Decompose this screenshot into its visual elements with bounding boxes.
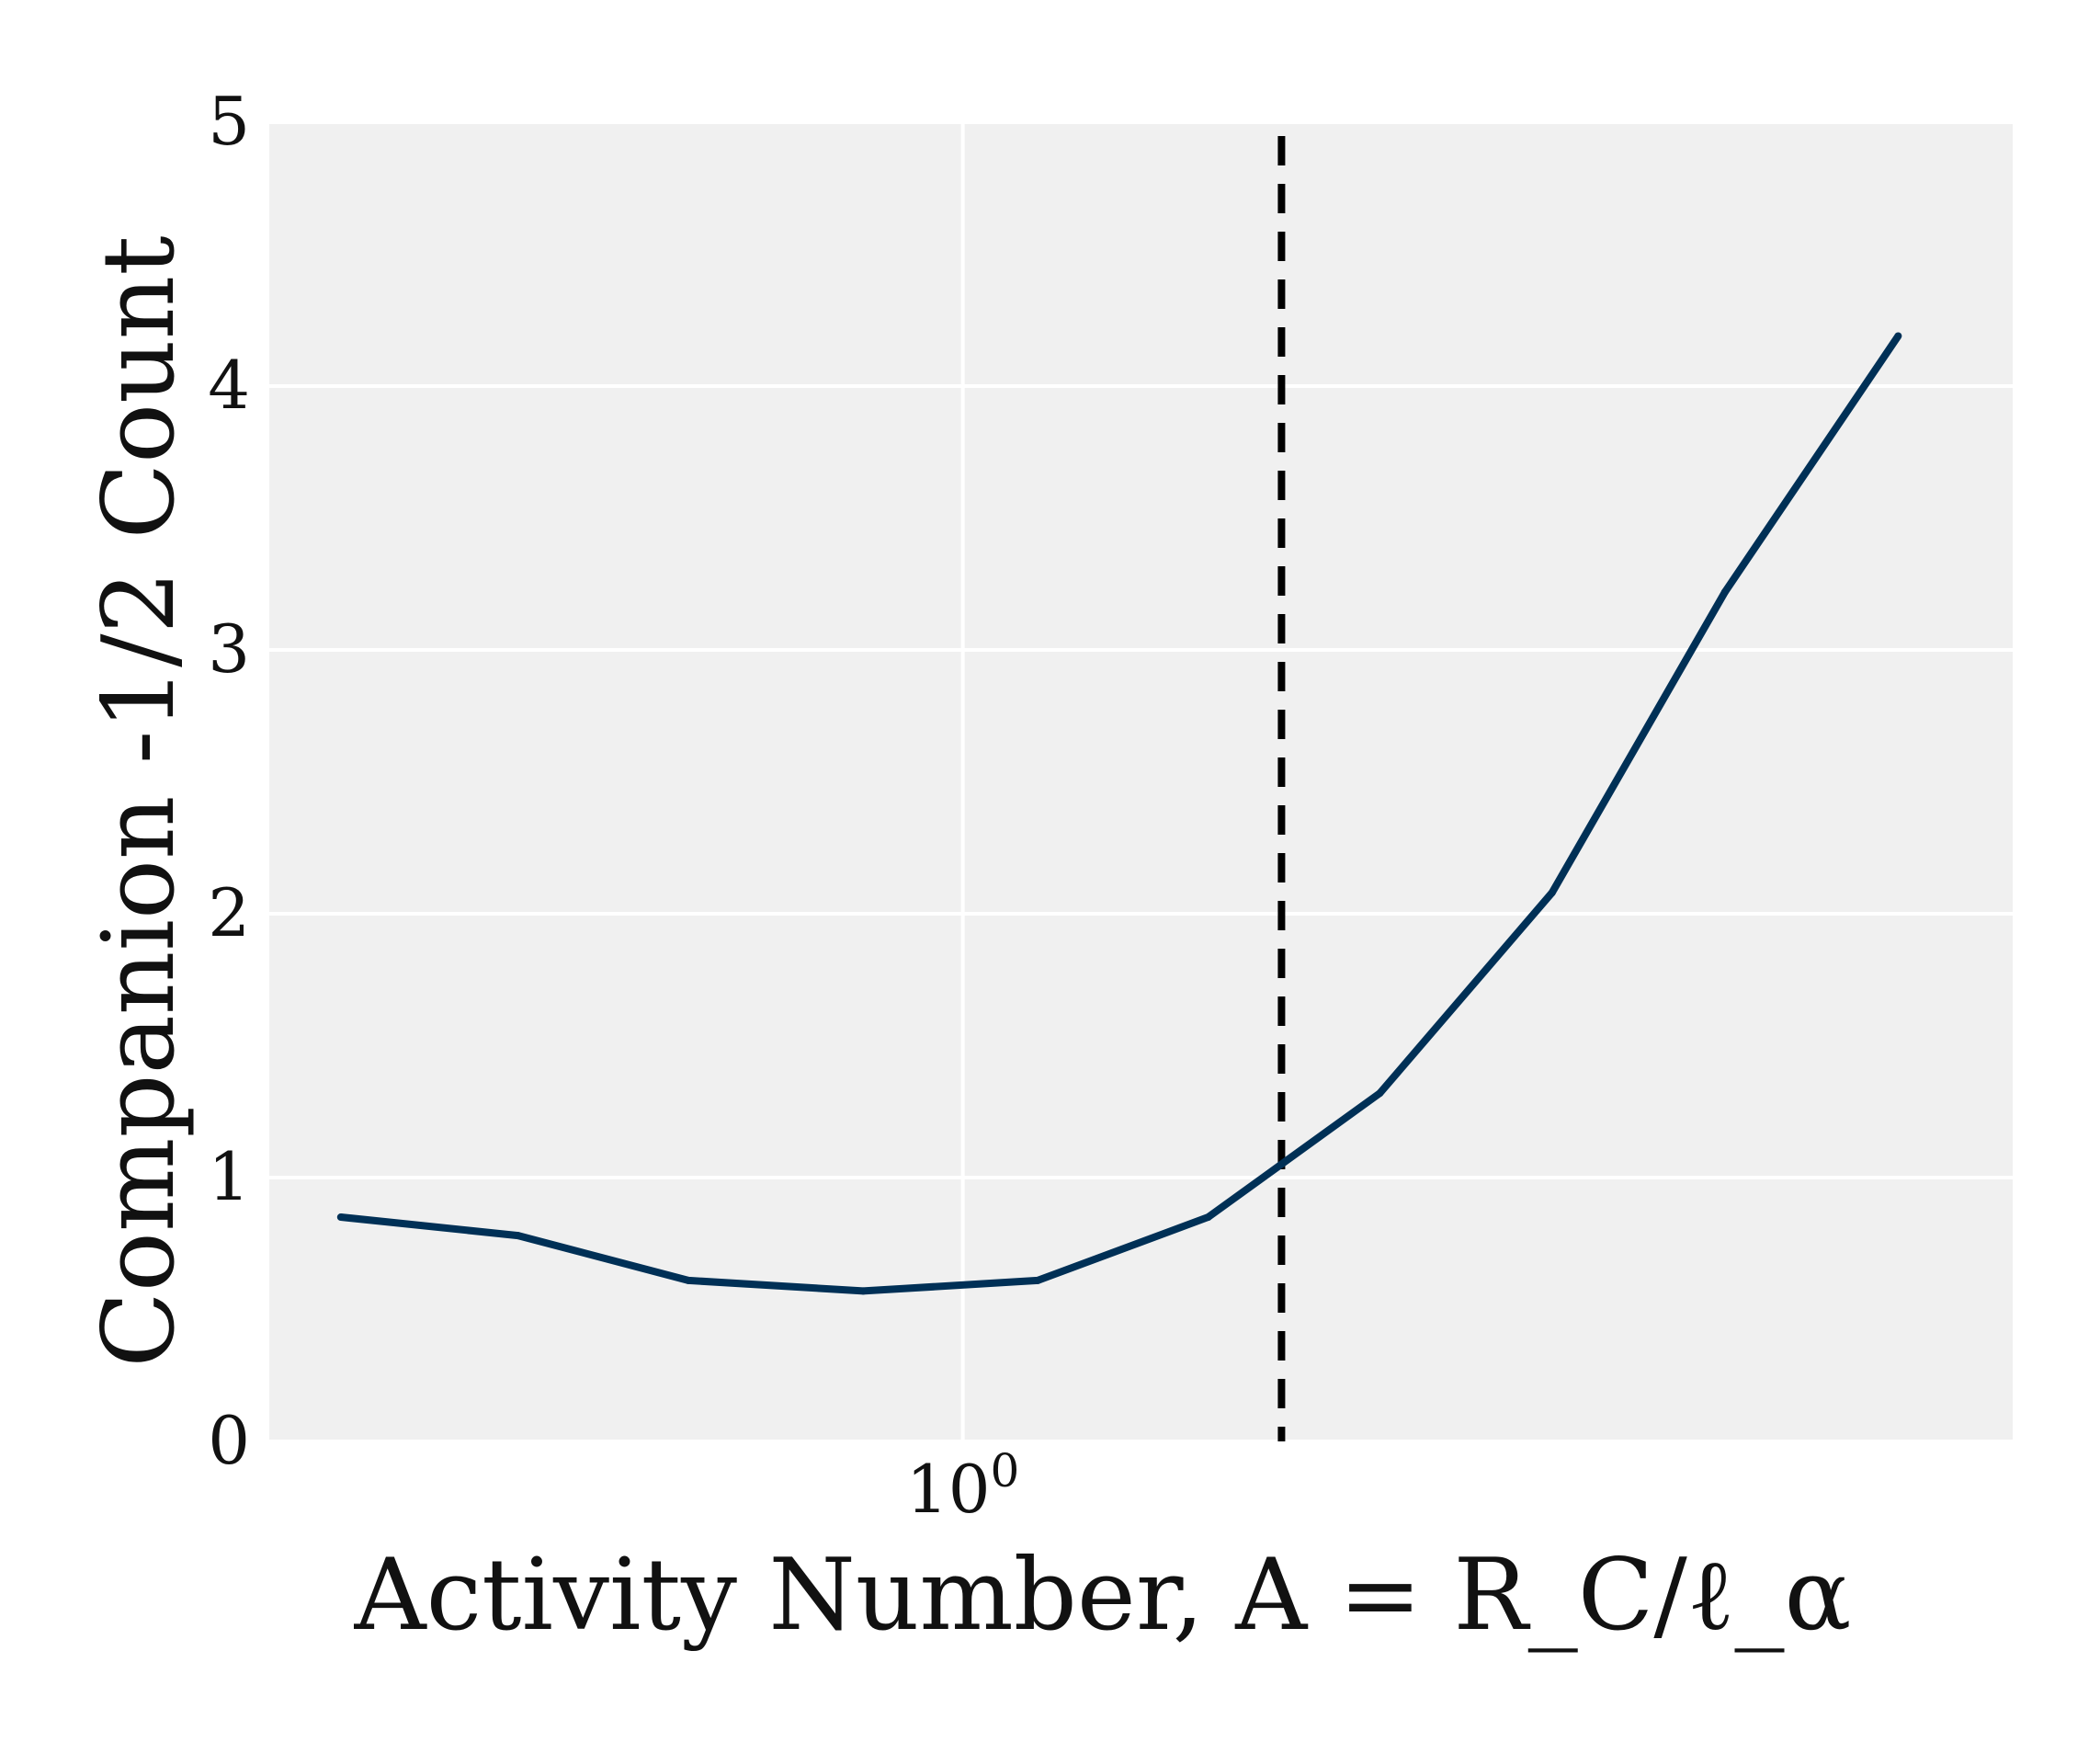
gridlines: [269, 120, 2013, 1443]
data-point: [1720, 587, 1729, 596]
y-tick-label: 1: [208, 1138, 250, 1215]
y-tick-label: 5: [208, 83, 250, 160]
plot-area: [269, 122, 2013, 1441]
data-point: [1548, 889, 1556, 897]
y-tick-labels: 0 1 2 3 4 5: [208, 83, 250, 1479]
data-point: [859, 1287, 868, 1295]
x-tick-labels: 100: [906, 1444, 1019, 1528]
series-lines: [336, 332, 1902, 1295]
data-point: [336, 1213, 345, 1222]
data-point: [1376, 1089, 1384, 1098]
data-point: [684, 1276, 692, 1284]
y-tick-label: 0: [208, 1402, 250, 1479]
data-point: [1894, 332, 1902, 340]
x-axis-label-text: Activity Number, A = R_C/ℓ_α: [354, 1538, 1852, 1653]
data-point: [1204, 1213, 1212, 1222]
y-tick-label: 3: [208, 610, 250, 688]
x-tick-label: 100: [906, 1444, 1019, 1528]
x-axis-label: Activity Number, A = R_C/ℓ_α: [354, 1538, 1852, 1653]
y-axis-label: Companion -1/2 Count: [82, 235, 197, 1367]
y-tick-label: 2: [208, 874, 250, 951]
y-tick-label: 4: [208, 347, 250, 424]
data-point: [1034, 1276, 1042, 1284]
series-line: [340, 334, 1901, 1295]
data-point: [514, 1232, 522, 1240]
